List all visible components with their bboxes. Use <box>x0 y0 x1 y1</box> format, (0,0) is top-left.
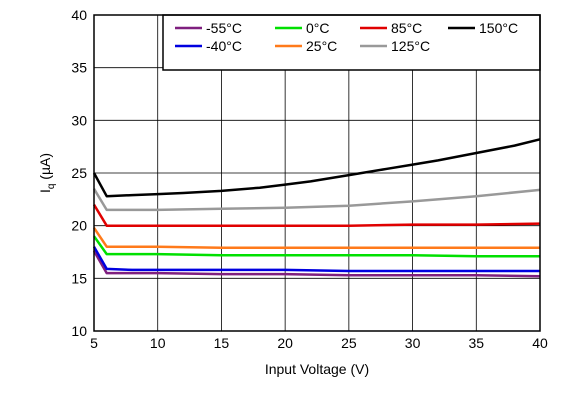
y-tick-label: 25 <box>71 165 87 181</box>
series-line-6 <box>92 188 541 212</box>
legend-label: 125°C <box>391 38 430 54</box>
legend-label: -55°C <box>206 20 242 36</box>
y-tick-label: 30 <box>71 112 87 128</box>
y-axis-title-main: I <box>37 189 53 193</box>
y-tick-label: 10 <box>71 323 87 339</box>
y-axis-title-sub: q <box>46 184 57 190</box>
series-line-4 <box>92 246 540 273</box>
legend: -55°C 0°C 85°C 150°C -40°C 25°C 125°C <box>162 14 541 71</box>
x-tick-label: 5 <box>90 335 98 351</box>
series-line-2 <box>92 203 541 227</box>
series-line-5 <box>92 227 540 250</box>
x-tick-label: 20 <box>277 335 293 351</box>
x-axis-title: Input Voltage (V) <box>265 361 369 377</box>
y-tick-label: 20 <box>71 218 87 234</box>
series-line-1 <box>92 235 540 258</box>
x-tick-label: 30 <box>405 335 421 351</box>
legend-label: 25°C <box>306 38 337 54</box>
y-tick-label: 15 <box>71 270 87 286</box>
legend-label: 0°C <box>306 20 330 36</box>
series-line-3 <box>92 138 541 198</box>
series-line-0 <box>92 250 541 278</box>
plot-frame <box>93 14 541 332</box>
x-tick-label: 40 <box>532 335 548 351</box>
x-tick-label: 35 <box>468 335 484 351</box>
legend-label: 85°C <box>391 20 422 36</box>
x-tick-label: 25 <box>341 335 357 351</box>
y-tick-label: 35 <box>71 60 87 76</box>
y-axis-title-unit: (µA) <box>37 153 53 184</box>
y-axis-title: Iq (µA) <box>37 153 57 193</box>
x-tick-label: 10 <box>150 335 166 351</box>
legend-label: 150°C <box>479 20 518 36</box>
y-tick-label: 40 <box>71 7 87 23</box>
x-tick-label: 15 <box>214 335 230 351</box>
series-lines <box>92 138 541 278</box>
legend-label: -40°C <box>206 38 242 54</box>
